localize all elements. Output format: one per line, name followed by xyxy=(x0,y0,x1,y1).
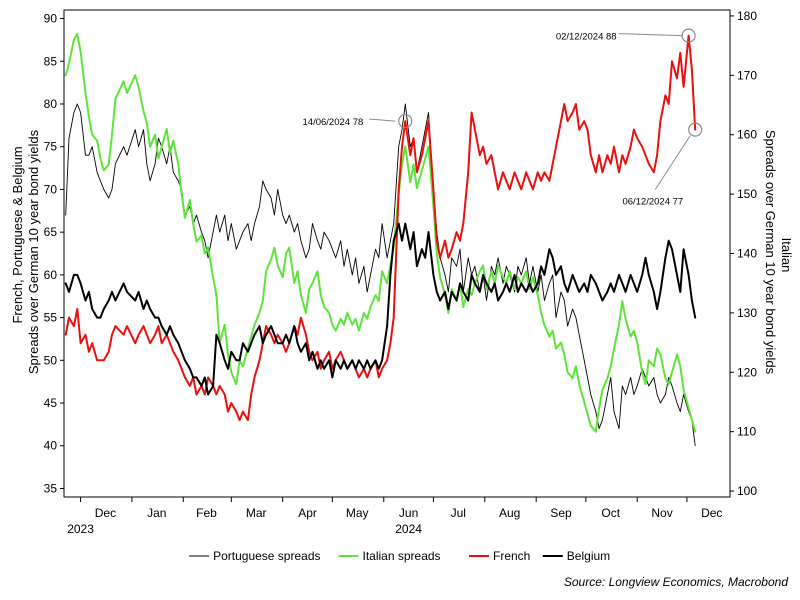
annotation-leader xyxy=(369,118,396,122)
left-tick-label: 85 xyxy=(44,54,58,68)
series-layer xyxy=(64,32,697,447)
left-axis-title-line2: Spreads over German 10 year bond yields xyxy=(26,129,41,374)
annotation-layer: 14/06/2024 78 02/12/2024 88 06/12/2024 77 xyxy=(303,28,703,208)
right-axis-ticks: 100 110 120 130 140 150 160 170 180 xyxy=(730,9,757,498)
x-axis-ticks: Dec Jan Feb Mar Apr May Jun Jul Aug Sep Oct Nov Dec2… xyxy=(67,497,722,536)
right-tick-label: 130 xyxy=(737,306,757,320)
x-month-label: Oct xyxy=(601,506,620,520)
x-month-label: Dec xyxy=(95,506,116,520)
x-year-label: 2024 xyxy=(395,522,422,536)
left-tick-label: 55 xyxy=(44,311,58,325)
left-tick-label: 40 xyxy=(44,439,58,453)
left-tick-label: 50 xyxy=(44,353,58,367)
right-tick-label: 170 xyxy=(737,68,757,82)
annotation-label: 02/12/2024 88 xyxy=(556,32,617,43)
series-line-italian-spreads xyxy=(64,32,697,433)
x-month-label: May xyxy=(346,506,369,520)
series-line-portuguese-spreads xyxy=(65,103,696,447)
annotation-leader xyxy=(654,135,691,190)
annotation-leader xyxy=(618,33,682,37)
annotation-marker xyxy=(681,28,696,43)
annotation-label: 06/12/2024 77 xyxy=(622,197,683,208)
series-line-belgium xyxy=(64,222,697,396)
x-month-label: Nov xyxy=(651,506,672,520)
right-axis-title-line2: Spreads over German 10 year bond yields xyxy=(763,130,778,375)
legend-label-italian-spreads: Italian spreads xyxy=(363,549,441,563)
annotation-marker xyxy=(398,113,413,129)
x-month-label: Apr xyxy=(298,506,317,520)
annotation-label: 14/06/2024 78 xyxy=(303,117,364,128)
x-year-label: 2023 xyxy=(67,522,94,536)
left-tick-label: 65 xyxy=(44,225,58,239)
right-tick-label: 140 xyxy=(737,247,757,261)
left-tick-label: 70 xyxy=(44,182,58,196)
legend-label-portuguese-spreads: Portuguese spreads xyxy=(213,549,320,563)
left-axis-title-line1: French, Portuguese & Belgium xyxy=(10,146,25,323)
right-tick-label: 100 xyxy=(737,484,757,498)
left-tick-label: 60 xyxy=(44,268,58,282)
left-tick-label: 80 xyxy=(44,97,58,111)
left-axis-ticks: 35 40 45 50 55 60 65 70 75 80 85 90 xyxy=(44,12,64,495)
x-month-label: Jan xyxy=(147,506,166,520)
x-month-label: Sep xyxy=(550,506,572,520)
right-tick-label: 120 xyxy=(737,365,757,379)
right-tick-label: 150 xyxy=(737,187,757,201)
x-month-label: Jun xyxy=(399,506,418,520)
right-tick-label: 180 xyxy=(737,9,757,23)
x-month-label: Mar xyxy=(246,506,267,520)
annotation-marker xyxy=(688,122,703,137)
x-month-label: Feb xyxy=(196,506,217,520)
legend-label-french: French xyxy=(493,549,530,563)
legend: Portuguese spreads Italian spreads French B… xyxy=(189,549,610,563)
left-tick-label: 45 xyxy=(44,396,58,410)
right-axis-title-line1: Italian xyxy=(779,238,794,273)
x-month-label: Aug xyxy=(499,506,520,520)
series-line-french xyxy=(64,34,697,422)
source-note: Source: Longview Economics, Macrobond xyxy=(564,575,788,589)
right-tick-label: 110 xyxy=(737,425,756,439)
x-month-label: Jul xyxy=(451,506,466,520)
left-tick-label: 90 xyxy=(44,12,58,26)
left-tick-label: 35 xyxy=(44,481,58,495)
left-tick-label: 75 xyxy=(44,140,58,154)
right-tick-label: 160 xyxy=(737,128,757,142)
legend-label-belgium: Belgium xyxy=(567,549,610,563)
x-month-label: Dec xyxy=(701,506,722,520)
